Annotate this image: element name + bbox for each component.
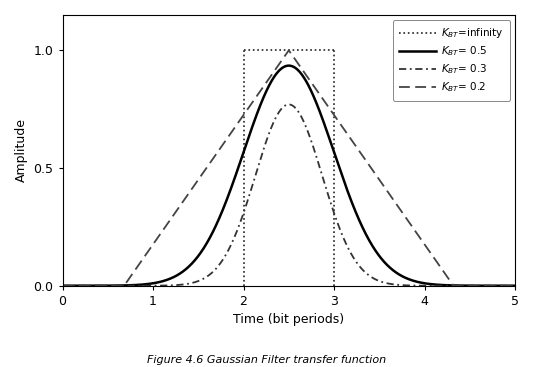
X-axis label: Time (bit periods): Time (bit periods) — [233, 313, 344, 326]
Text: Figure 4.6 Gaussian Filter transfer function: Figure 4.6 Gaussian Filter transfer func… — [147, 355, 387, 365]
Y-axis label: Amplitude: Amplitude — [15, 119, 28, 182]
Legend: $K_{BT}$=infinity, $K_{BT}$= 0.5, $K_{BT}$= 0.3, $K_{BT}$= 0.2: $K_{BT}$=infinity, $K_{BT}$= 0.5, $K_{BT… — [393, 20, 510, 101]
